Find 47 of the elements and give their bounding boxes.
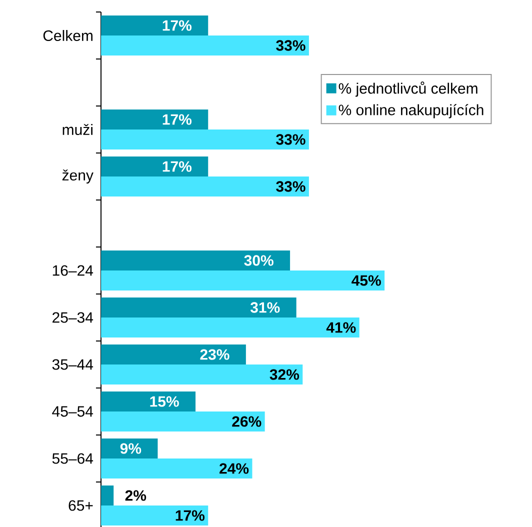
bar <box>101 36 309 56</box>
bar <box>101 458 252 479</box>
bar <box>101 318 360 338</box>
data-label: 33% <box>276 134 306 145</box>
bar <box>101 16 208 36</box>
bar <box>101 130 309 150</box>
data-label: 9% <box>120 443 142 454</box>
data-label: 45% <box>352 275 381 286</box>
bar <box>101 250 290 271</box>
y-tick-label: Celkem <box>43 30 92 42</box>
data-label: 17% <box>176 510 205 521</box>
bar <box>101 412 265 432</box>
data-label: 24% <box>220 463 249 474</box>
y-tick-label: 35–44 <box>52 359 94 370</box>
bar <box>101 486 114 506</box>
y-tick-label: 55–64 <box>52 453 94 464</box>
data-label: 31% <box>250 302 280 313</box>
data-label: 23% <box>200 349 230 360</box>
data-label: 32% <box>270 369 300 380</box>
bar <box>101 364 303 385</box>
data-label: 2% <box>125 490 146 501</box>
data-label: 26% <box>232 416 262 427</box>
y-tick-label: 65+ <box>68 500 93 511</box>
y-tick-label: ženy <box>62 169 94 184</box>
y-tick-label: 25–34 <box>52 312 94 323</box>
y-tick-label: muži <box>62 124 92 136</box>
data-label: 33% <box>276 40 306 51</box>
bar <box>101 176 309 197</box>
y-tick-label: 16–24 <box>52 265 94 276</box>
legend-label: % jednotlivců celkem <box>338 82 478 97</box>
bar <box>101 270 385 291</box>
data-label: 15% <box>150 396 179 407</box>
bar <box>101 392 196 412</box>
data-label: 17% <box>162 114 192 125</box>
y-tick-label: 45–54 <box>52 406 94 417</box>
bar <box>101 438 158 459</box>
bar <box>101 506 208 526</box>
bar <box>101 110 208 130</box>
bar <box>101 298 296 318</box>
data-label: 17% <box>162 161 192 172</box>
bar <box>101 156 208 177</box>
data-label: 41% <box>326 322 356 333</box>
data-label: 30% <box>244 255 274 266</box>
data-label: 33% <box>276 181 306 192</box>
data-label: 17% <box>162 20 192 31</box>
bar <box>101 344 246 365</box>
legend-label: % online nakupujících <box>338 104 484 118</box>
